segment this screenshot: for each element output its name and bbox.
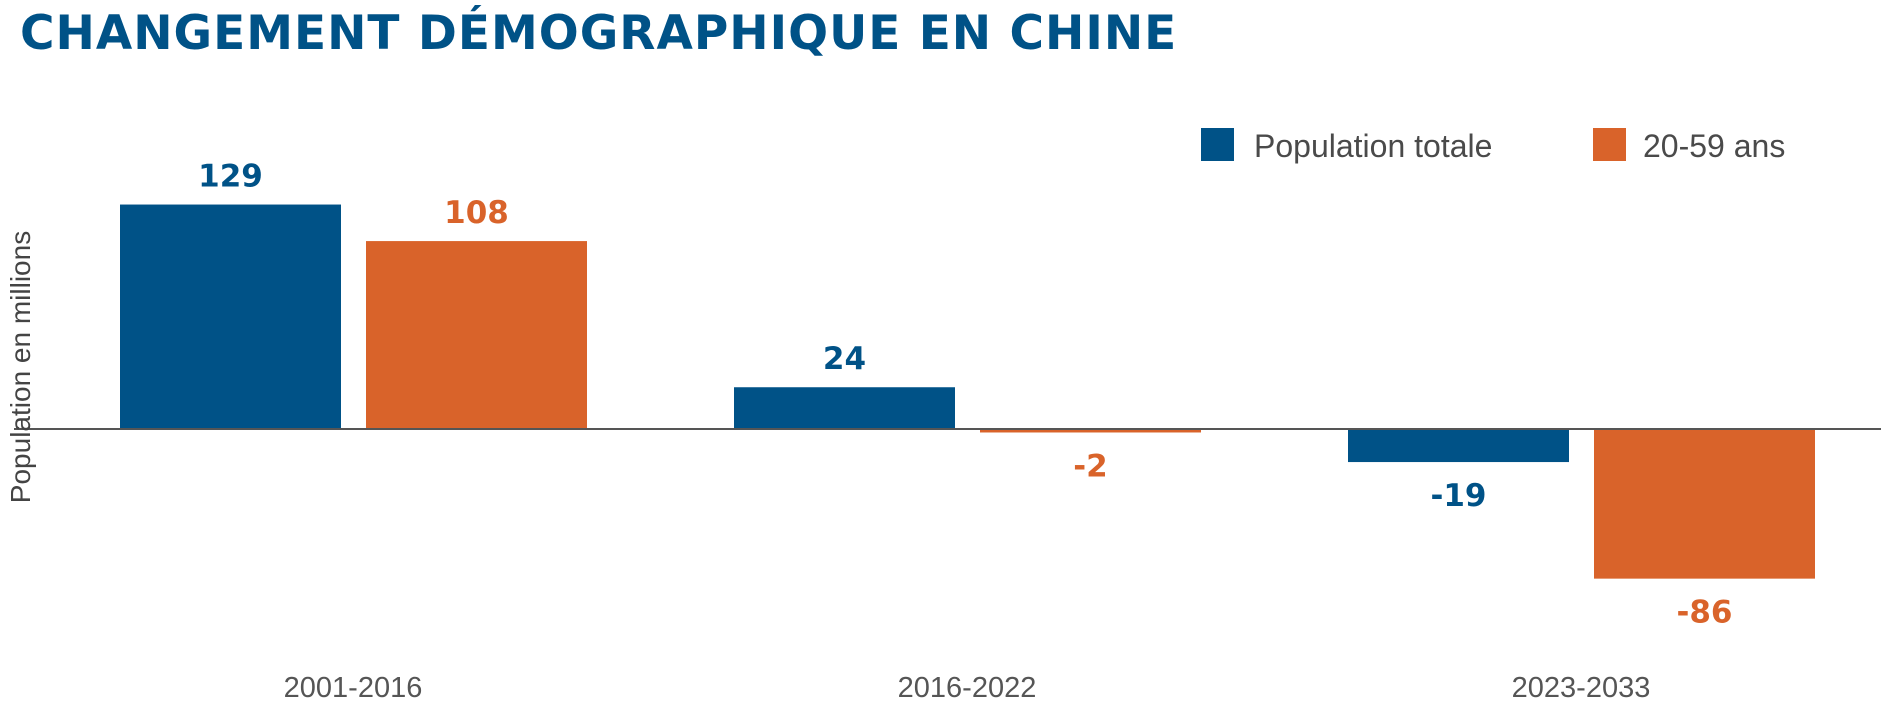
legend: Population totale 20-59 ans	[1201, 128, 1785, 164]
value-label: -2	[1073, 448, 1107, 484]
bar-working-age-2001-2016	[366, 241, 587, 429]
value-label: 24	[823, 341, 866, 377]
legend-label: 20-59 ans	[1643, 128, 1785, 164]
bar-total-2023-2033	[1348, 429, 1569, 463]
value-label: -86	[1676, 595, 1732, 631]
value-label: -19	[1430, 478, 1486, 514]
labels-layer: 129 24 -19 108 -2 -86 2001-2016 2016-2022 2023-2…	[198, 159, 1732, 701]
chart-title: CHANGEMENT DÉMOGRAPHIQUE EN CHINE	[20, 6, 1178, 61]
bar-total-2016-2022	[734, 387, 955, 429]
value-label: 129	[198, 159, 263, 195]
bar-working-age-2023-2033	[1594, 429, 1815, 579]
value-label: 108	[444, 195, 509, 231]
category-label: 2001-2016	[284, 672, 423, 701]
legend-swatch	[1593, 128, 1626, 161]
category-label: 2023-2033	[1512, 672, 1651, 701]
legend-swatch	[1201, 128, 1234, 161]
legend-label: Population totale	[1254, 128, 1492, 164]
bars-layer	[120, 204, 1815, 579]
bar-total-2001-2016	[120, 204, 341, 429]
category-label: 2016-2022	[898, 672, 1037, 701]
y-axis-label: Population en millions	[5, 231, 36, 503]
bar-working-age-2016-2022	[980, 429, 1201, 433]
